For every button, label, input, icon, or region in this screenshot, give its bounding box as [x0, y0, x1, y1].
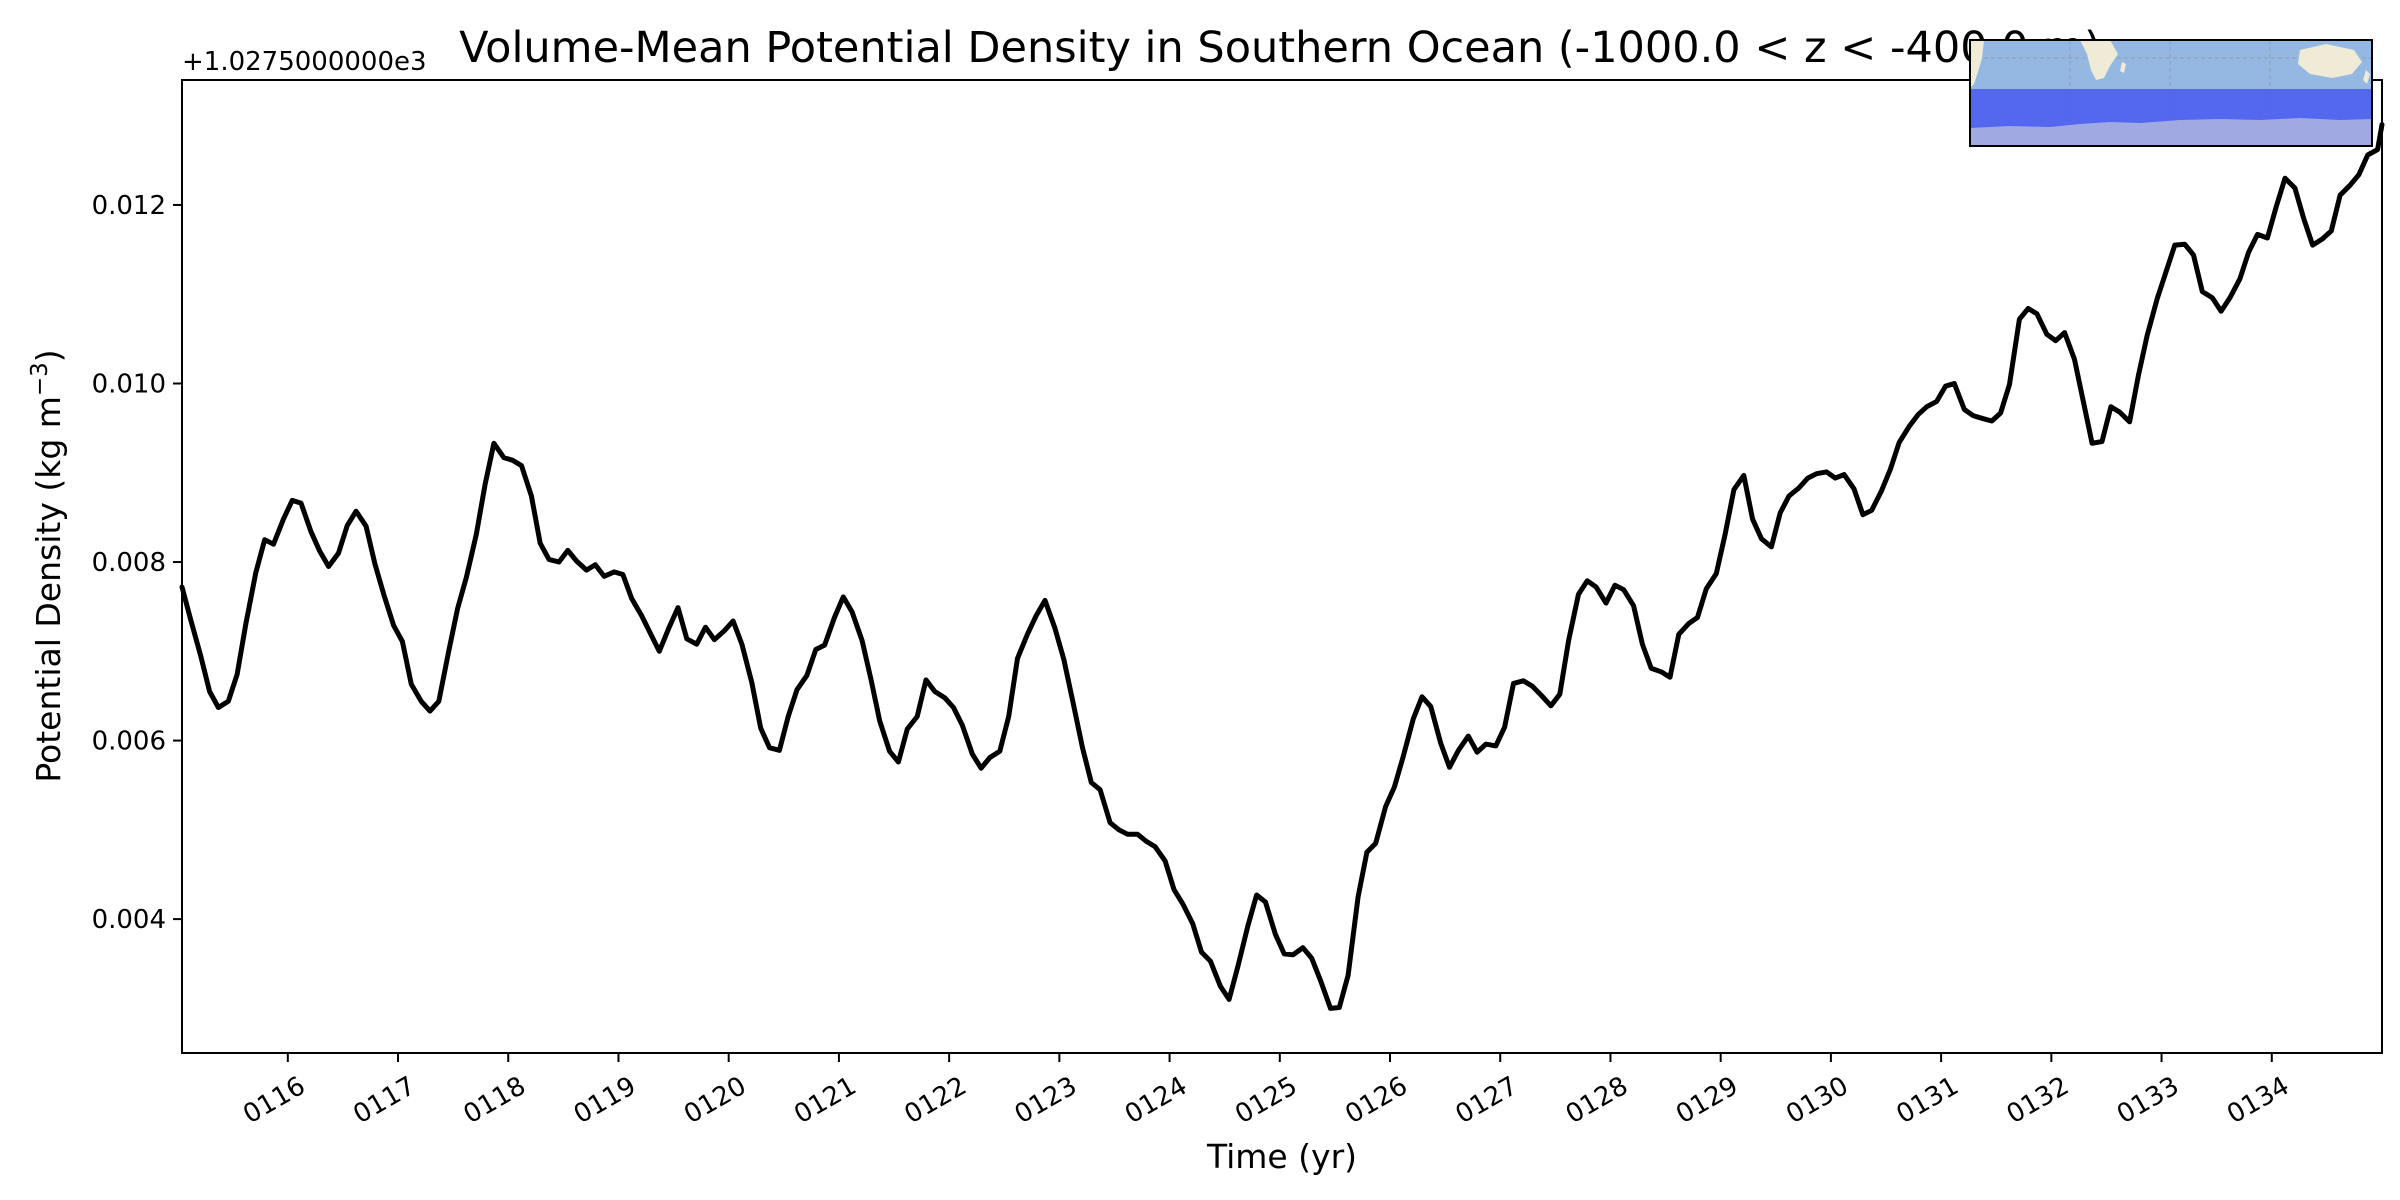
y-axis-label-main: Potential Density (kg m: [29, 396, 68, 783]
y-axis-label: Potential Density (kg m−3): [27, 349, 68, 782]
axes-frame: [181, 79, 2383, 1054]
y-tick-label: 0.004: [92, 905, 166, 935]
australia-landmass: [2298, 44, 2362, 78]
south-america-landmass: [1970, 40, 1984, 88]
x-axis-label: Time (yr): [1206, 1137, 1357, 1176]
y-axis-label-close: ): [29, 349, 68, 362]
madagascar-landmass: [2120, 62, 2126, 73]
plot-area: [179, 79, 2385, 1054]
y-tick-label: 0.006: [92, 727, 166, 757]
chart-title: Volume-Mean Potential Density in Souther…: [459, 23, 2101, 73]
y-offset-text: +1.0275000000e3: [182, 47, 427, 77]
y-tick-label: 0.012: [92, 191, 166, 221]
inset-map: [1969, 39, 2373, 147]
y-tick-label: 0.010: [92, 370, 166, 400]
africa-landmass: [2080, 40, 2118, 80]
y-tick-label: 0.008: [92, 548, 166, 578]
line-layer: [179, 122, 2385, 1011]
y-axis: 0.004 0.006 0.008 0.010 0.012: [92, 191, 182, 935]
inset-map-frame: [1969, 39, 2373, 147]
y-axis-label-superscript: −3: [27, 362, 53, 396]
new-zealand-landmass: [2363, 70, 2370, 84]
antarctica-landmass: [1970, 118, 2372, 146]
density-series-line: [179, 122, 2385, 1011]
